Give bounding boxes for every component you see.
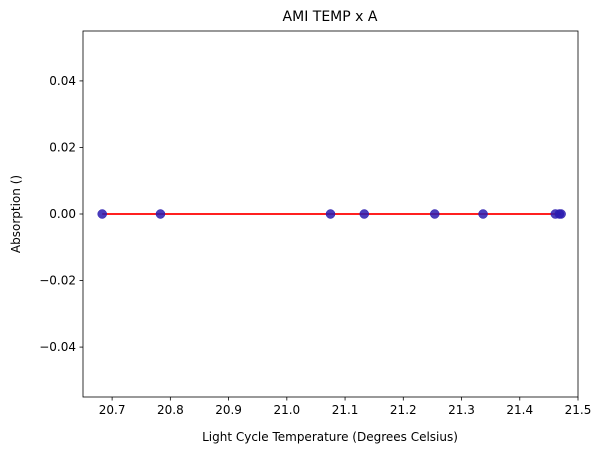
- x-tick-label: 21.5: [565, 403, 592, 417]
- data-point: [155, 209, 166, 219]
- data-point: [359, 209, 370, 219]
- y-tick-label: −0.04: [39, 340, 76, 354]
- y-axis-label: Absorption (): [9, 175, 23, 253]
- x-tick-label: 21.3: [448, 403, 475, 417]
- x-tick-label: 20.7: [99, 403, 126, 417]
- data-point: [478, 209, 488, 219]
- x-tick-label: 21.2: [390, 403, 417, 417]
- plot-area: [97, 209, 566, 219]
- x-axis-label: Light Cycle Temperature (Degrees Celsius…: [202, 430, 458, 444]
- axes: 20.7 20.8 20.9 21.0 21.1 21.2 21.3 21.4 21.5 −0.0…: [39, 30, 592, 417]
- x-tick-label: 20.8: [157, 403, 184, 417]
- data-point: [429, 209, 440, 219]
- x-tick-label: 20.9: [215, 403, 242, 417]
- data-point: [97, 209, 107, 219]
- x-tick-label: 21.4: [506, 403, 533, 417]
- data-point: [556, 209, 566, 219]
- y-tick-label: −0.02: [39, 274, 76, 288]
- x-tick-label: 21.1: [332, 403, 359, 417]
- x-tick-label: 21.0: [273, 403, 300, 417]
- y-tick-label: 0.00: [49, 207, 76, 221]
- chart-title: AMI TEMP x A: [283, 9, 378, 25]
- data-point: [325, 209, 336, 219]
- y-tick-label: 0.02: [49, 140, 76, 154]
- y-tick-label: 0.04: [49, 74, 76, 88]
